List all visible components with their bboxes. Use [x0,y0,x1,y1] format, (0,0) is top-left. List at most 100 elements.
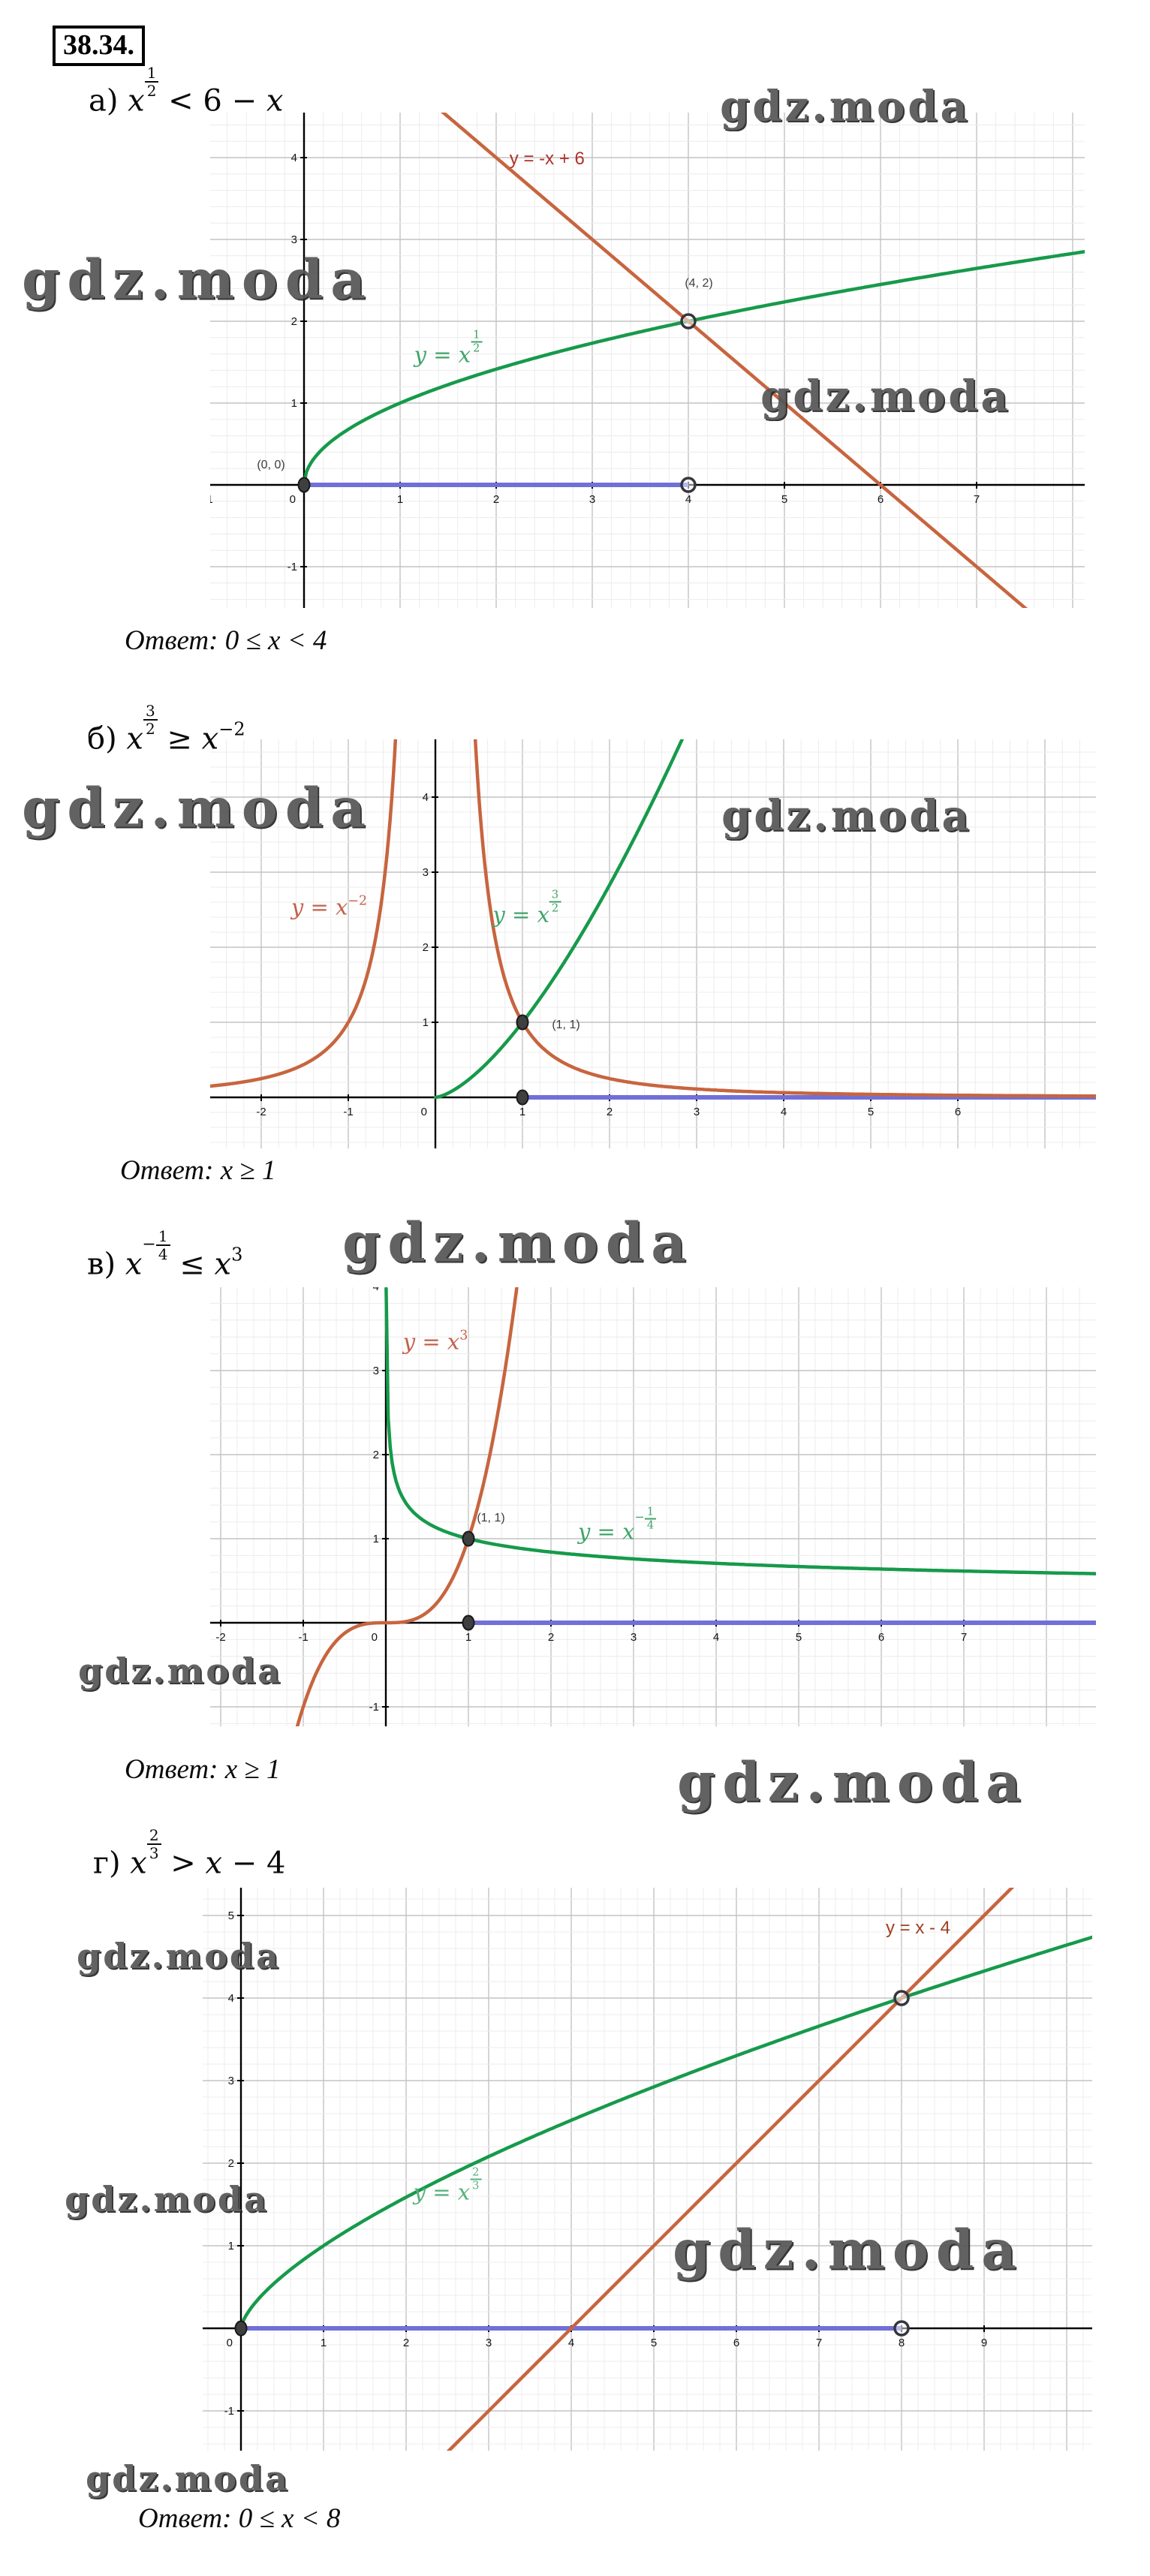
x-tick-label: 7 [974,493,980,506]
math-text: = [415,1329,447,1355]
watermark: gdz.moda [673,2217,1024,2282]
x-tick-label: 6 [955,1106,961,1118]
y-tick-label: 1 [373,1533,379,1545]
point-closed [234,2320,248,2337]
curve [441,113,1028,608]
point-closed [516,1014,529,1031]
curve [239,1935,1092,2331]
curve [295,1287,519,1726]
y-tick-label: -1 [369,1701,379,1714]
x-tick-label: 7 [816,2337,822,2349]
x-tick-label: 6 [878,1631,884,1644]
point-label: (1, 1) [477,1512,505,1524]
point-open [893,2320,910,2337]
curve [384,1287,1096,1575]
y-tick-label: 1 [291,397,297,410]
grid [210,113,1085,608]
x-tick-label: 1 [465,1631,471,1644]
math-text: в) [87,1247,125,1282]
math-text: y [492,901,505,928]
grid [210,739,1096,1148]
x-tick-label: 2 [493,493,499,506]
x-tick-label: 9 [981,2337,987,2349]
y-tick-label: 2 [291,315,297,328]
curve [302,250,1085,487]
plot-svg: -2 -1 1 2 3 4 5 6 1 2 3 4 0 [210,739,1096,1148]
math-text: x [130,1846,147,1881]
point-closed [297,477,311,493]
y-tick-label: 2 [423,941,429,954]
x-tick-label: 5 [796,1631,802,1644]
watermark: gdz.moda [760,372,1011,421]
curve-label: y = x3 [403,1328,468,1354]
origin-label: 0 [290,493,296,506]
math-text: г) [93,1846,131,1881]
math-text: а) [89,83,128,119]
y-tick-label: 1 [423,1016,429,1029]
math-text: y [402,1329,416,1355]
plot-body [295,1287,1096,1726]
x-tick-label: 4 [713,1631,719,1644]
y-tick-label: 3 [228,2075,234,2087]
x-tick-label: 6 [878,493,884,506]
answer-a: Ответ: 0 ≤ x < 4 [125,625,327,656]
math-text: x [125,1247,143,1282]
x-tick-label: 4 [568,2337,574,2349]
y-tick-label: 4 [291,152,297,164]
point-closed [462,1530,475,1547]
math-text: ≤ [170,1247,215,1282]
curve [446,1888,1015,2451]
y-tick-label: 1 [228,2240,234,2252]
exponent: −2 [218,718,245,740]
point-label: (4, 2) [685,277,713,290]
origin-label: 0 [372,1631,378,1644]
math-text: x [201,721,219,757]
x-tick-label: 5 [651,2337,657,2349]
curve [473,739,1096,1098]
x-tick-label: 3 [589,493,595,506]
math-text: = [426,342,459,368]
origin-label: 0 [227,2337,233,2349]
math-text: < 6 − [158,83,266,119]
point-label: (1, 1) [552,1019,580,1031]
x-tick-label: 1 [321,2337,327,2349]
equation-v: в) x− 1 4 ≤ x3 [87,1228,242,1282]
x-tick-label: 5 [781,493,787,506]
curve-label: y = -x + 6 [510,149,585,170]
y-tick-label: 3 [373,1365,379,1377]
plot-svg: -2 -1 1 2 3 4 5 6 7 -1 1 2 3 4 0 [210,1287,1096,1726]
x-tick-label: 3 [694,1106,700,1118]
x-tick-label: 4 [781,1106,787,1118]
x-tick-label: -1 [210,493,213,506]
math-text: x [622,1518,635,1545]
x-tick-label: 2 [403,2337,409,2349]
math-text: x [336,894,348,920]
watermark: gdz.moda [22,775,373,840]
answer-v: Ответ: x ≥ 1 [125,1754,281,1785]
point-open [680,477,697,493]
x-tick-label: 3 [486,2337,492,2349]
watermark: gdz.moda [22,247,373,311]
y-tick-label: 3 [291,233,297,246]
grid [203,1888,1092,2451]
curve-label: y = x−2 [291,893,367,919]
x-tick-label: 5 [868,1106,874,1118]
y-tick-label: 3 [423,866,429,879]
point-label: (0, 0) [257,459,285,471]
curve [433,739,685,1100]
